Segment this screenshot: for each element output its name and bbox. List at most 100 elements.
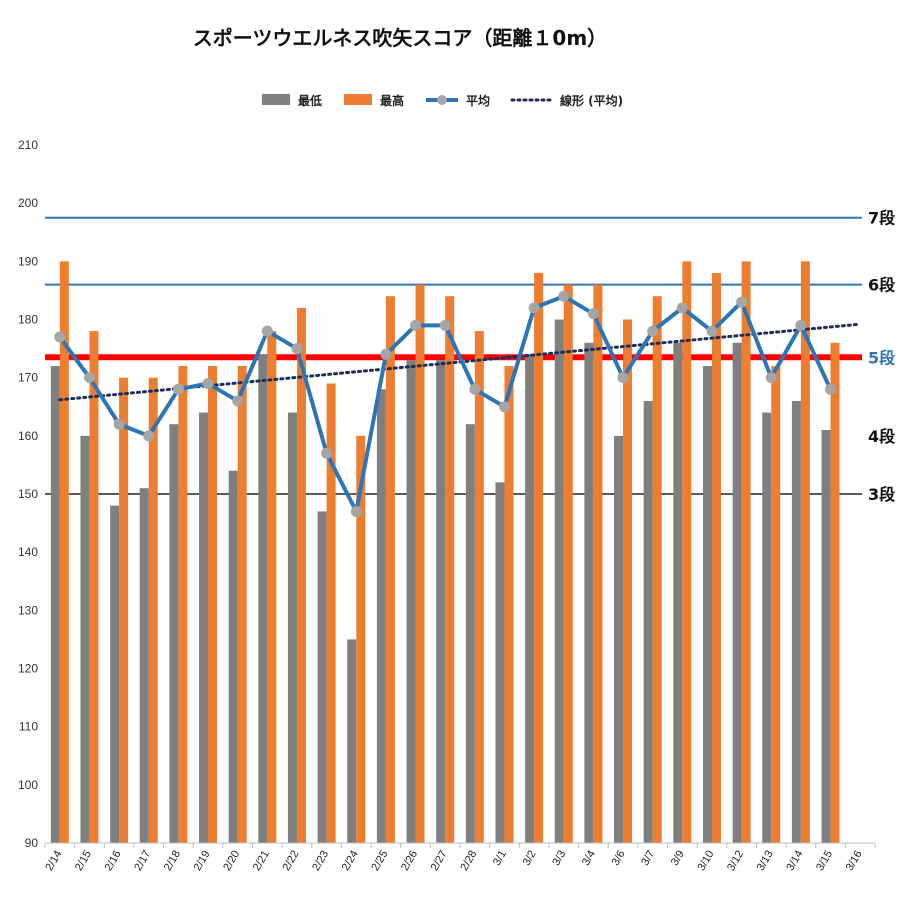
bar-min-2/26 (406, 360, 416, 843)
bar-min-2/22 (287, 412, 297, 843)
legend-label-2: 最高 (380, 93, 404, 108)
x-tick-label: 2/17 (132, 849, 153, 874)
average-point-2/25 (380, 348, 392, 360)
x-tick-label: 2/24 (340, 849, 361, 874)
x-tick-label: 2/22 (280, 849, 301, 874)
bar-max-3/15 (830, 342, 840, 843)
average-point-3/4 (587, 308, 599, 320)
average-point-3/1 (498, 401, 510, 413)
bar-max-2/25 (385, 296, 395, 843)
y-tick-label: 170 (18, 371, 38, 385)
legend-label-3: 平均 (466, 93, 490, 108)
bar-min-2/24 (347, 639, 357, 843)
average-point-2/22 (291, 343, 303, 355)
average-point-3/9 (676, 302, 688, 314)
bar-max-2/15 (89, 331, 99, 843)
bar-max-2/20 (237, 366, 247, 843)
reference-label-1: 7段 (868, 209, 896, 228)
average-point-2/14 (54, 331, 66, 343)
bar-max-3/13 (771, 366, 781, 843)
y-tick-label: 120 (18, 662, 38, 676)
legend-swatch-1 (262, 94, 290, 105)
bar-min-3/12 (732, 342, 742, 843)
y-tick-label: 150 (18, 487, 38, 501)
bar-min-3/15 (821, 430, 831, 843)
bar-max-3/1 (504, 366, 514, 843)
x-tick-label: 3/9 (669, 849, 687, 868)
bar-min-3/9 (673, 342, 683, 843)
average-point-3/14 (795, 319, 807, 331)
bar-max-2/27 (445, 296, 455, 843)
y-tick-label: 100 (18, 778, 38, 792)
bar-max-2/16 (119, 377, 129, 843)
y-tick-label: 90 (25, 836, 39, 850)
bar-min-2/25 (376, 389, 386, 843)
x-tick-label: 2/14 (43, 849, 64, 874)
y-tick-label: 160 (18, 429, 38, 443)
bar-max-3/3 (563, 284, 573, 844)
x-tick-label: 3/6 (610, 849, 628, 868)
reference-label-2: 6段 (868, 276, 896, 295)
x-tick-label: 3/16 (844, 849, 865, 874)
bar-max-3/2 (534, 272, 544, 843)
bar-min-3/4 (584, 342, 594, 843)
bar-max-3/7 (652, 296, 662, 843)
average-point-3/3 (558, 290, 570, 302)
y-tick-label: 130 (18, 603, 38, 617)
bar-max-2/24 (356, 435, 366, 843)
bar-max-2/28 (474, 331, 484, 843)
x-tick-label: 3/3 (550, 849, 568, 868)
bar-min-3/7 (643, 400, 653, 843)
legend-marker-3 (437, 95, 447, 105)
x-tick-label: 2/18 (162, 849, 183, 874)
x-tick-label: 2/23 (310, 849, 331, 874)
average-point-3/2 (528, 302, 540, 314)
average-point-3/7 (647, 325, 659, 337)
bar-min-2/18 (169, 424, 179, 843)
bar-min-2/27 (436, 360, 446, 843)
x-tick-label: 3/10 (695, 849, 716, 874)
bar-max-3/6 (623, 319, 633, 843)
x-tick-label: 2/27 (429, 849, 450, 874)
bar-min-3/10 (702, 366, 712, 843)
bar-min-2/23 (317, 511, 327, 843)
reference-label-3: 5段 (868, 348, 896, 367)
x-tick-label: 3/7 (639, 849, 657, 868)
bar-max-2/26 (415, 284, 425, 844)
bar-max-2/21 (267, 331, 277, 843)
x-tick-label: 3/4 (580, 849, 598, 868)
bar-min-2/17 (139, 488, 149, 843)
bar-min-2/20 (228, 470, 238, 843)
bar-min-3/14 (791, 400, 801, 843)
bar-min-2/15 (80, 435, 90, 843)
bar-max-3/9 (682, 261, 692, 843)
x-tick-label: 2/20 (221, 849, 242, 874)
average-point-2/19 (202, 377, 214, 389)
bar-max-2/19 (208, 366, 218, 843)
legend-label-4: 線形 (平均) (560, 93, 623, 108)
average-line (54, 290, 837, 517)
x-tick-label: 3/13 (755, 849, 776, 874)
x-tick-label: 3/14 (784, 849, 805, 874)
x-tick-label: 2/15 (73, 849, 94, 874)
x-tick-label: 2/26 (399, 849, 420, 874)
chart-title: スポーツウエルネス吹矢スコア（距離１0m） (193, 26, 607, 50)
average-point-2/21 (261, 325, 273, 337)
bar-min-2/19 (199, 412, 209, 843)
bar-max-3/4 (593, 284, 603, 844)
reference-label-4: 4段 (868, 427, 896, 446)
bar-min-2/14 (50, 366, 60, 843)
y-tick-label: 200 (18, 196, 38, 210)
bar-max-3/12 (741, 261, 751, 843)
bar-min-3/13 (762, 412, 772, 843)
bar-max-2/23 (326, 383, 336, 843)
bar-max-3/10 (711, 272, 721, 843)
x-tick-label: 3/1 (491, 849, 509, 868)
average-point-2/27 (439, 319, 451, 331)
y-tick-label: 110 (19, 720, 38, 734)
y-tick-label: 180 (18, 313, 38, 327)
average-point-2/20 (232, 395, 244, 407)
bar-min-2/21 (258, 354, 268, 843)
